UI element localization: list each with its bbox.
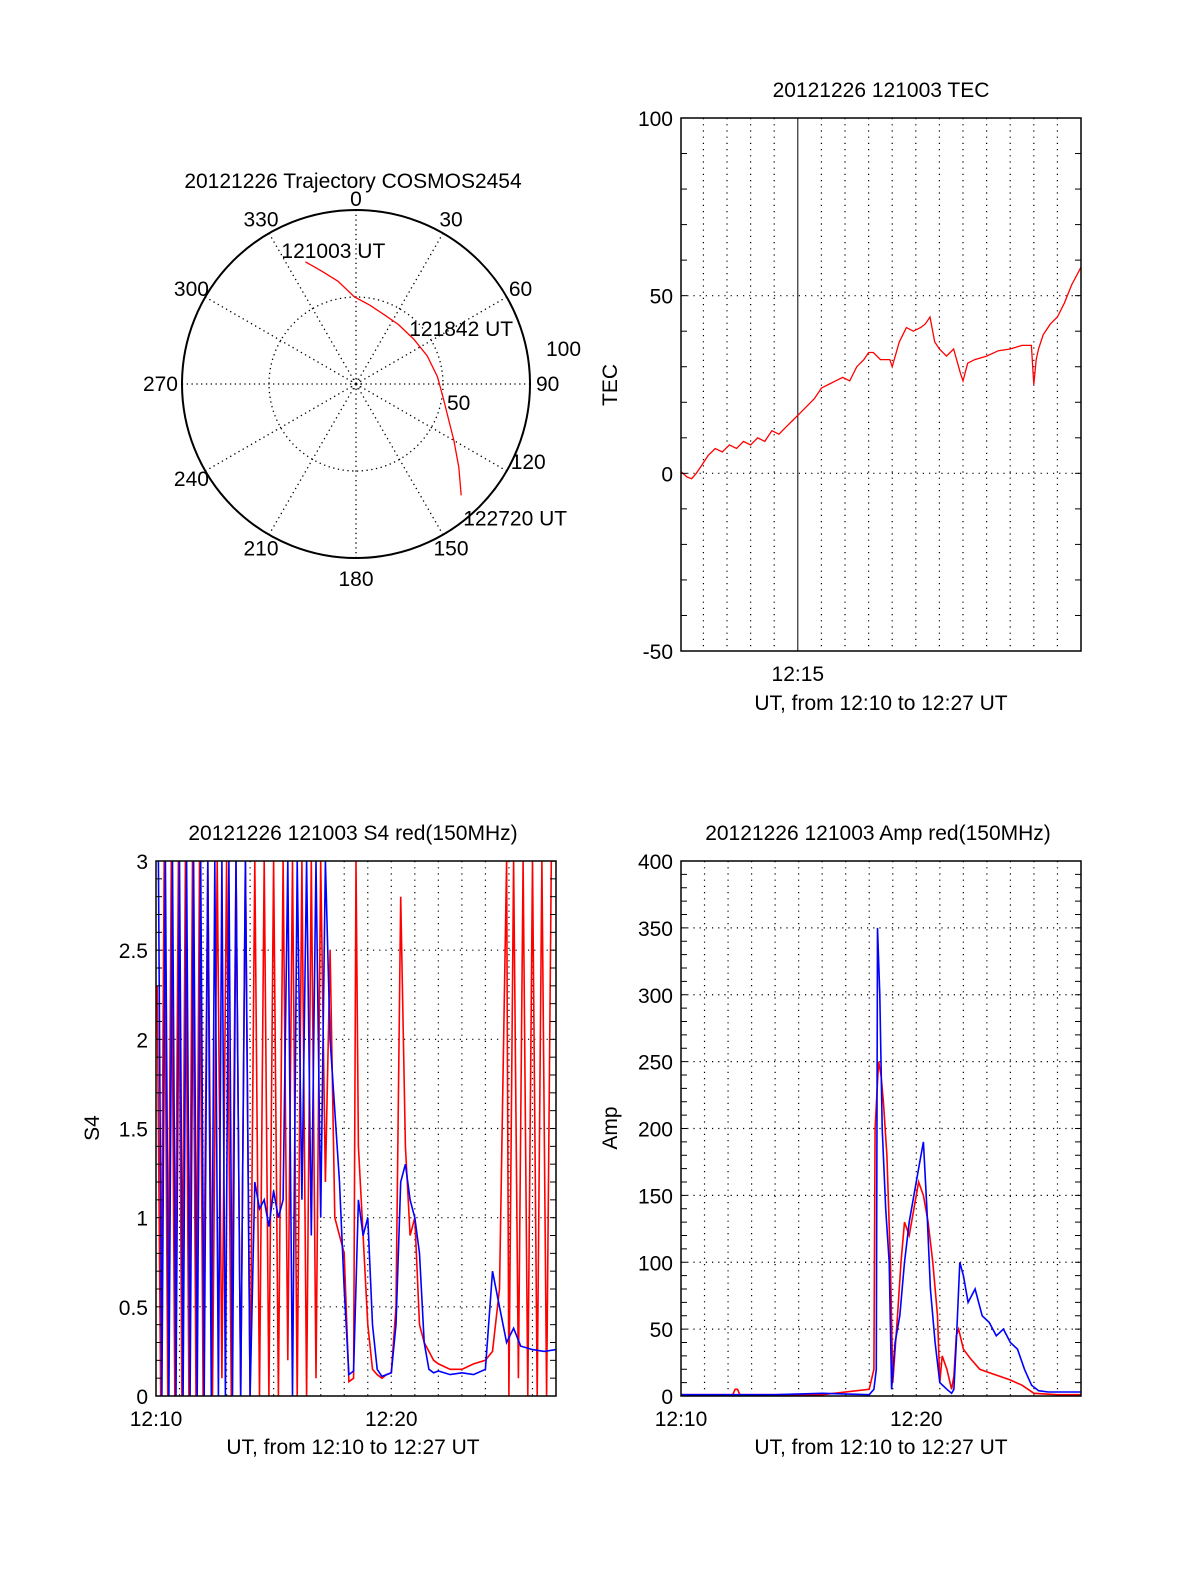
polar-angle-label: 300: [174, 278, 209, 301]
polar-angle-label: 210: [243, 538, 278, 561]
tec-ylabel: TEC: [599, 364, 622, 406]
x-tick-label: 12:15: [772, 663, 825, 686]
polar-angle-label: 180: [338, 568, 373, 591]
x-tick-label: 12:10: [130, 1408, 183, 1431]
polar-angle-label: 330: [243, 208, 278, 231]
polar-spoke-210: [268, 383, 357, 536]
polar-angle-label: 120: [511, 451, 546, 474]
s4-title: 20121226 121003 S4 red(150MHz): [188, 822, 517, 845]
polar-spoke-150: [355, 383, 444, 536]
y-tick-label: 0: [136, 1386, 148, 1409]
polar-annotations: 121003 UT 121842 UT 122720 UT: [281, 240, 567, 530]
series-TEC-line: [681, 266, 1081, 480]
polar-angle-label: 0: [350, 188, 362, 211]
series-red-line: [681, 1061, 1081, 1396]
series-blue-line: [681, 927, 1081, 1396]
y-tick-label: 3: [136, 851, 148, 874]
amp-ylabel: Amp: [599, 1106, 622, 1149]
x-tick-label: 12:20: [890, 1408, 943, 1431]
polar-radial-ticks: 50 100: [447, 338, 581, 415]
y-tick-label: 50: [650, 286, 673, 309]
polar-angle-label: 240: [174, 468, 209, 491]
y-tick-label: 1: [136, 1208, 148, 1231]
y-tick-label: -50: [643, 641, 673, 664]
s4-xlabel: UT, from 12:10 to 12:27 UT: [226, 1436, 479, 1459]
y-tick-label: 400: [638, 851, 673, 874]
amp-title: 20121226 121003 Amp red(150MHz): [705, 822, 1051, 845]
y-tick-label: 150: [638, 1185, 673, 1208]
plot-frame: [680, 860, 1082, 1397]
tec-xlabel: UT, from 12:10 to 12:27 UT: [754, 692, 1007, 715]
y-tick-label: 250: [638, 1052, 673, 1075]
y-tick-label: 0.5: [119, 1297, 148, 1320]
plot-frame: [680, 117, 1082, 652]
s4-panel: 20121226 121003 S4 red(150MHz) 0 0.5 1 1.5 2…: [81, 822, 557, 1459]
polar-spoke-330: [268, 232, 357, 385]
y-tick-label: 2: [136, 1029, 148, 1052]
trajectory-time-label: 122720 UT: [463, 507, 567, 530]
polar-spoke-120: [355, 383, 508, 472]
polar-series: [305, 261, 462, 496]
polar-grid: [181, 209, 531, 559]
polar-spoke-240: [204, 383, 357, 472]
y-tick-label: 300: [638, 985, 673, 1008]
trajectory-time-label: 121842 UT: [409, 318, 513, 341]
polar-angle-label: 60: [509, 278, 532, 301]
polar-angle-label: 90: [536, 373, 559, 396]
series-blue-line: [157, 861, 556, 1396]
polar-spoke-30: [355, 232, 444, 385]
y-tick-label: 1.5: [119, 1119, 148, 1142]
y-tick-label: 0: [661, 463, 673, 486]
amp-panel: 20121226 121003 Amp red(150MHz) 0 50 100 15…: [599, 822, 1082, 1459]
y-tick-label: 100: [638, 1252, 673, 1275]
y-tick-label: 0: [661, 1386, 673, 1409]
trajectory-time-label: 121003 UT: [281, 240, 385, 263]
tec-title: 20121226 121003 TEC: [773, 79, 990, 102]
s4-plot-area: 0 0.5 1 1.5 2 2.5 3 12:10 12:20: [119, 851, 557, 1431]
trajectory-line: [305, 261, 462, 496]
y-tick-label: 200: [638, 1119, 673, 1142]
y-tick-label: 50: [650, 1319, 673, 1342]
trajectory-panel: 20121226 Trajectory COSMOS2454 030609012…: [143, 170, 581, 591]
trajectory-title: 20121226 Trajectory COSMOS2454: [184, 170, 522, 193]
y-tick-label: 100: [638, 108, 673, 131]
tec-plot-area: -50 0 50 100 12:15: [638, 108, 1082, 686]
polar-angle-label: 150: [433, 538, 468, 561]
y-tick-label: 2.5: [119, 940, 148, 963]
polar-angle-ticks: 0 30 60 90 120 150 180 210 240 270 300 330: [143, 188, 559, 591]
polar-spoke-300: [204, 296, 357, 385]
polar-radial-label: 50: [447, 392, 470, 415]
y-tick-label: 350: [638, 918, 673, 941]
tec-panel: 20121226 121003 TEC -50 0 50 100 12:15 TEC U…: [599, 79, 1082, 715]
polar-spoke-60: [355, 296, 508, 385]
s4-ylabel: S4: [81, 1115, 104, 1141]
polar-angle-label: 270: [143, 373, 178, 396]
amp-xlabel: UT, from 12:10 to 12:27 UT: [754, 1436, 1007, 1459]
polar-angle-label: 30: [439, 208, 462, 231]
x-tick-label: 12:10: [655, 1408, 708, 1431]
amp-plot-area: 0 50 100 150 200 250 300 350 400 12:10 12:20: [638, 851, 1082, 1431]
x-tick-label: 12:20: [365, 1408, 418, 1431]
polar-radial-label: 100: [546, 338, 581, 361]
